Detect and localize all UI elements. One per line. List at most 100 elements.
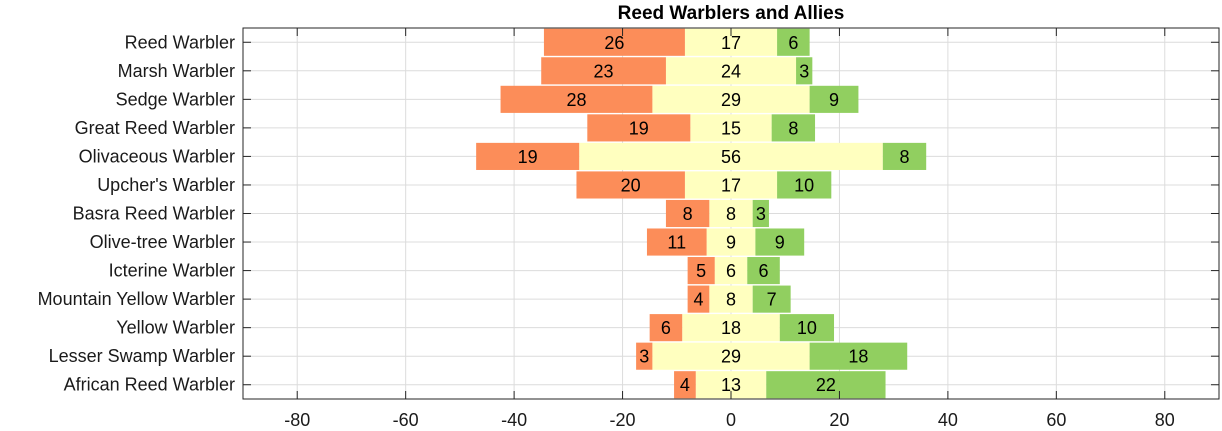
category-label: Basra Reed Warbler: [73, 204, 235, 224]
bar-positive: [796, 57, 813, 85]
x-tick-label: -40: [501, 410, 527, 430]
bar-neutral: [709, 285, 753, 313]
category-label: Lesser Swamp Warbler: [49, 346, 235, 366]
data-label-positive: 10: [794, 175, 814, 195]
bar-neutral: [652, 342, 810, 370]
bar-negative: [476, 142, 580, 170]
bar-positive: [755, 228, 805, 256]
data-label-neutral: 6: [726, 261, 736, 281]
bar-positive: [747, 257, 780, 285]
bar-negative: [674, 371, 696, 399]
data-label-positive: 8: [900, 147, 910, 167]
data-label-positive: 9: [829, 90, 839, 110]
category-label: Great Reed Warbler: [75, 118, 235, 138]
data-label-negative: 26: [604, 33, 624, 53]
data-label-neutral: 56: [721, 147, 741, 167]
bar-negative: [500, 85, 653, 113]
category-label: African Reed Warbler: [64, 375, 235, 395]
x-tick-label: 80: [1155, 410, 1175, 430]
category-label: Upcher's Warbler: [97, 175, 235, 195]
data-label-negative: 19: [518, 147, 538, 167]
bar-positive: [752, 285, 791, 313]
bar-neutral: [682, 314, 780, 342]
data-label-neutral: 8: [726, 204, 736, 224]
data-label-neutral: 17: [721, 175, 741, 195]
data-label-negative: 5: [696, 261, 706, 281]
bar-negative: [636, 342, 653, 370]
bar-neutral: [709, 199, 753, 228]
data-label-positive: 22: [816, 375, 836, 395]
data-label-positive: 3: [799, 61, 809, 81]
data-label-neutral: 8: [726, 290, 736, 310]
bar-neutral: [684, 171, 778, 199]
data-label-negative: 3: [639, 347, 649, 367]
bar-positive: [777, 171, 832, 199]
data-label-negative: 6: [661, 318, 671, 338]
category-label: Icterine Warbler: [109, 261, 235, 281]
bar-neutral: [690, 114, 772, 142]
data-label-neutral: 29: [721, 347, 741, 367]
x-tick-label: -80: [284, 410, 310, 430]
data-label-neutral: 9: [726, 233, 736, 253]
x-tick-label: 40: [938, 410, 958, 430]
category-label: Marsh Warbler: [118, 61, 235, 81]
data-label-neutral: 18: [721, 318, 741, 338]
data-label-neutral: 17: [721, 33, 741, 53]
data-label-neutral: 13: [721, 375, 741, 395]
category-label: Yellow Warbler: [116, 318, 235, 338]
data-label-positive: 3: [756, 204, 766, 224]
bar-negative: [543, 28, 685, 56]
bar-positive: [882, 142, 927, 170]
data-labels: 26 17 623 24 328 29 919 15 819 56 820 17 108 8 311 9 95 6…: [518, 33, 910, 395]
bar-negative: [665, 199, 710, 228]
bar-negative: [587, 114, 691, 142]
data-label-neutral: 24: [721, 61, 741, 81]
bar-neutral: [714, 257, 748, 285]
data-label-negative: 4: [693, 290, 703, 310]
bar-neutral: [706, 228, 756, 256]
data-label-negative: 4: [680, 375, 690, 395]
bar-negative: [649, 314, 683, 342]
bar-positive: [777, 28, 810, 56]
data-label-neutral: 29: [721, 90, 741, 110]
data-label-positive: 18: [848, 347, 868, 367]
data-label-positive: 6: [759, 261, 769, 281]
x-tick-label: 20: [829, 410, 849, 430]
bar-negative: [687, 257, 715, 285]
data-label-positive: 6: [788, 33, 798, 53]
x-tick-label: -60: [393, 410, 419, 430]
bar-negative: [687, 285, 710, 313]
chart-title: Reed Warblers and Allies: [618, 3, 845, 24]
bar-negative: [541, 57, 666, 85]
data-label-negative: 8: [683, 204, 693, 224]
data-label-negative: 19: [629, 118, 649, 138]
bar-positive: [752, 199, 769, 228]
data-label-positive: 9: [775, 233, 785, 253]
bar-neutral: [579, 142, 883, 170]
data-label-negative: 23: [594, 61, 614, 81]
category-label: Reed Warbler: [125, 32, 235, 52]
bar-positive: [766, 371, 886, 399]
bar-neutral: [652, 85, 810, 113]
bar-negative: [576, 171, 685, 199]
bar-positive: [809, 85, 859, 113]
x-tick-label: -20: [610, 410, 636, 430]
data-label-positive: 7: [767, 290, 777, 310]
data-label-negative: 28: [566, 90, 586, 110]
category-label: Sedge Warbler: [116, 89, 235, 109]
y-axis: Reed Warbler Marsh Warbler Sedge Warbler Gr…: [38, 32, 1219, 395]
bar-negative: [646, 228, 707, 256]
category-label: Mountain Yellow Warbler: [38, 289, 235, 309]
data-label-negative: 11: [667, 233, 686, 253]
x-axis: -80 -60 -40 -20 0 20 40 60 80: [284, 28, 1175, 430]
data-label-positive: 8: [788, 118, 798, 138]
bar-neutral: [665, 57, 797, 85]
bar-positive: [809, 342, 908, 370]
data-label-neutral: 15: [721, 118, 741, 138]
data-label-positive: 10: [797, 318, 817, 338]
bars: [476, 28, 927, 399]
data-label-negative: 20: [621, 175, 641, 195]
bar-positive: [779, 314, 835, 342]
x-tick-label: 60: [1046, 410, 1066, 430]
